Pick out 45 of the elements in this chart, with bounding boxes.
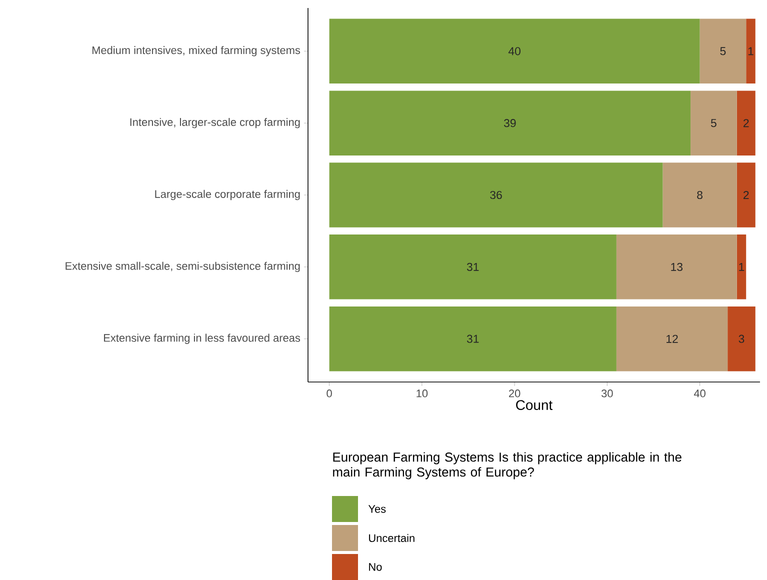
data-label: 31	[466, 262, 479, 271]
data-label: 31	[466, 334, 479, 343]
x-tick-label: 40	[694, 390, 706, 398]
bar	[746, 18, 756, 84]
bar	[616, 234, 737, 300]
bar	[329, 90, 691, 156]
bar	[329, 162, 663, 228]
legend-label: No	[369, 563, 382, 571]
data-label: 3	[738, 334, 744, 343]
bar	[329, 306, 616, 372]
data-label: 2	[744, 190, 749, 199]
y-tick-label: Extensive farming in less favoured areas	[104, 334, 300, 344]
x-tick-label: 10	[416, 390, 428, 398]
data-label: 36	[490, 190, 502, 200]
legend-label: Yes	[368, 505, 386, 513]
y-tick-label: Large-scale corporate farming	[155, 190, 300, 200]
data-label: 2	[744, 119, 749, 128]
data-label: 40	[508, 47, 520, 56]
bar	[662, 162, 737, 228]
bar	[329, 234, 616, 300]
y-tick-label: Intensive, larger-scale crop farming	[130, 118, 300, 128]
bar	[728, 306, 756, 372]
bar	[690, 90, 737, 156]
data-label: 8	[697, 190, 702, 200]
legend-title: European Farming Systems Is this practice applicable in the main Farming Systems of Europe?	[333, 452, 682, 480]
bar	[700, 18, 746, 84]
bar	[736, 162, 756, 228]
x-tick-label: 0	[326, 390, 332, 398]
data-label: 13	[671, 262, 683, 271]
data-label: 1	[739, 262, 744, 271]
data-label: 5	[710, 119, 716, 128]
data-label: 5	[720, 47, 726, 56]
x-axis-title: Count	[516, 400, 553, 410]
bar	[736, 234, 746, 300]
bar	[616, 306, 728, 372]
legend-label: Uncertain	[369, 534, 414, 542]
y-tick-label: Extensive small-scale, semi-subsistence farming	[66, 262, 300, 272]
data-label: 1	[748, 47, 754, 56]
bar	[736, 90, 756, 156]
data-label: 12	[666, 334, 678, 343]
bar	[329, 18, 700, 84]
x-tick-label: 30	[602, 390, 613, 398]
data-label: 39	[504, 119, 516, 128]
x-tick-label: 20	[509, 390, 520, 398]
y-tick-label: Medium intensives, mixed farming systems	[92, 46, 300, 56]
